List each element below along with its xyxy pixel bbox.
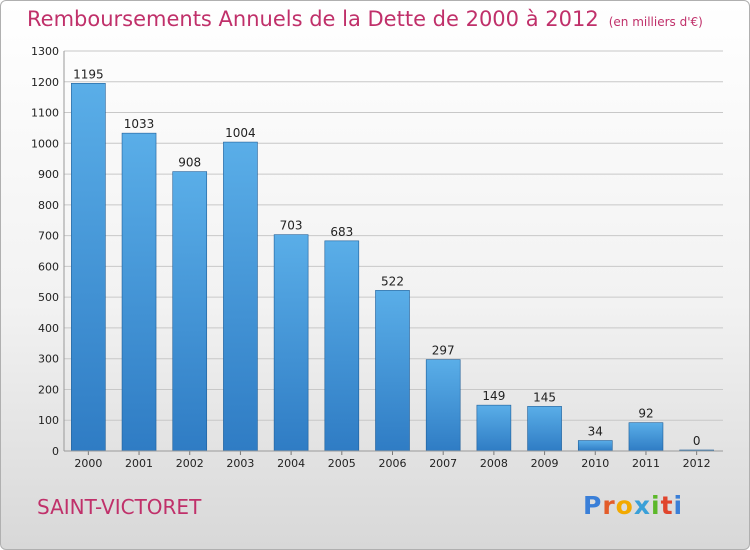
- logo-letter: r: [602, 491, 616, 520]
- bar: [425, 359, 461, 452]
- y-tick-label: 600: [38, 260, 59, 273]
- x-tick-label: 2008: [480, 457, 508, 470]
- y-tick-label: 500: [38, 291, 59, 304]
- y-tick-label: 1200: [31, 76, 59, 89]
- x-axis: 2000 2001 2002 2003 2004 2005 2006 2007 2008 2009…: [64, 450, 723, 470]
- x-tick-label: 2007: [429, 457, 457, 470]
- y-tick-label: 200: [38, 383, 59, 396]
- bar: [324, 240, 360, 452]
- y-tick-label: 800: [38, 199, 59, 212]
- bar: [223, 141, 258, 452]
- bar-value-label: 92: [638, 407, 653, 421]
- bar-value-label: 0: [693, 434, 701, 448]
- x-tick-label: 2000: [74, 457, 102, 470]
- y-tick-label: 700: [38, 230, 59, 243]
- bar: [476, 404, 512, 452]
- y-tick-label: 400: [38, 322, 59, 335]
- bar-chart: 0 100 200 300 400 500 600 700 800 900 1000 1100 1200…: [31, 45, 723, 470]
- bar: [375, 290, 410, 452]
- place-name: SAINT-VICTORET: [37, 495, 202, 519]
- bar-value-label: 1195: [73, 67, 104, 81]
- bar-value-label: 683: [330, 225, 353, 239]
- bar: [172, 171, 208, 452]
- logo-letter: o: [615, 491, 634, 520]
- bar-value-label: 1033: [124, 117, 155, 131]
- x-tick-label: 2011: [632, 457, 660, 470]
- logo-letter: i: [673, 491, 684, 520]
- y-tick-label: 1100: [31, 107, 59, 120]
- bar-value-label: 149: [482, 389, 505, 403]
- y-axis: 0 100 200 300 400 500 600 700 800 900 1000 1100 1200…: [31, 45, 65, 458]
- bar-value-label: 703: [280, 219, 303, 233]
- x-tick-label: 2005: [328, 457, 356, 470]
- y-tick-label: 0: [52, 445, 59, 458]
- bars: 1195 1033 908 1004 703 683 522 297 149 145 34 92 0: [71, 67, 714, 452]
- bar-value-label: 34: [588, 425, 603, 439]
- x-tick-label: 2002: [176, 457, 204, 470]
- chart-title: Remboursements Annuels de la Dette de 20…: [27, 7, 703, 31]
- y-tick-label: 300: [38, 353, 59, 366]
- y-tick-label: 1300: [31, 45, 59, 58]
- bar-value-label: 297: [432, 344, 455, 358]
- x-tick-label: 2009: [531, 457, 559, 470]
- proxiti-logo: Proxiti: [583, 491, 683, 520]
- bar: [121, 132, 157, 452]
- bar: [628, 422, 664, 452]
- logo-letter: P: [583, 491, 603, 520]
- bar-value-label: 522: [381, 274, 404, 288]
- y-tick-label: 900: [38, 168, 59, 181]
- x-tick-label: 2004: [277, 457, 305, 470]
- y-tick-label: 1000: [31, 137, 59, 150]
- bar: [273, 234, 309, 452]
- x-tick-label: 2006: [379, 457, 407, 470]
- logo-letter: i: [651, 491, 661, 520]
- bar-value-label: 145: [533, 390, 556, 404]
- bar-value-label: 1004: [225, 126, 256, 140]
- bar: [527, 406, 562, 452]
- y-tick-label: 100: [38, 414, 59, 427]
- chart-title-text: Remboursements Annuels de la Dette de 20…: [27, 7, 599, 31]
- chart-unit: (en milliers d'€): [608, 15, 703, 29]
- bar-value-label: 908: [178, 156, 201, 170]
- x-tick-label: 2012: [683, 457, 711, 470]
- logo-letter: x: [633, 491, 651, 520]
- x-tick-label: 2010: [581, 457, 609, 470]
- bar: [577, 440, 613, 452]
- bar: [71, 83, 106, 452]
- logo-letter: t: [660, 491, 674, 520]
- x-tick-label: 2001: [125, 457, 153, 470]
- x-tick-label: 2003: [226, 457, 254, 470]
